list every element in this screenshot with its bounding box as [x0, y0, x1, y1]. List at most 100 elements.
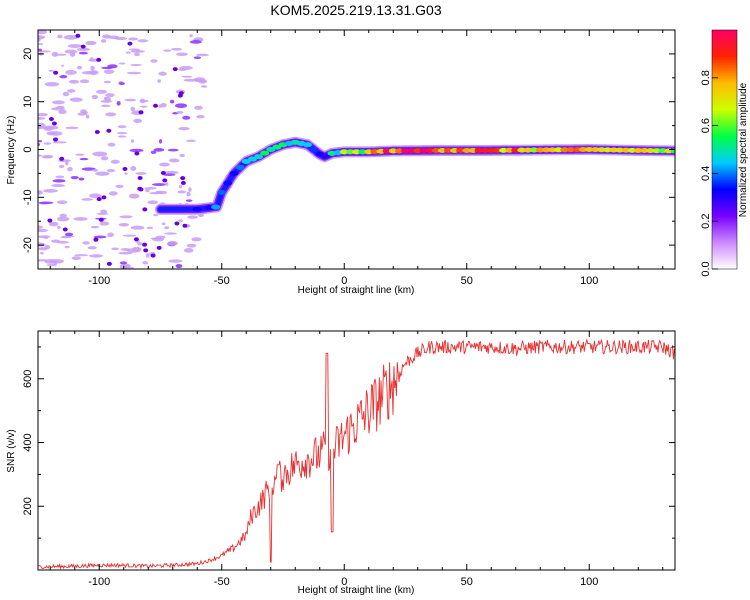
spectrogram-y-tick-label: -20 — [22, 237, 34, 253]
colorbar-bar — [711, 29, 738, 270]
spectrogram-noise-blob — [186, 243, 197, 248]
spectrogram-noise-blob — [55, 175, 65, 179]
spectrogram-noise-blob — [43, 142, 52, 145]
colorbar-tick-label: 0.0 — [700, 261, 712, 276]
spectrogram-ridge-blob — [254, 154, 263, 160]
spectrogram-noise-blob — [38, 242, 46, 247]
spectrogram-noise-blob — [111, 247, 120, 251]
spectrogram-noise-blob — [177, 190, 187, 194]
spectrogram-noise-blob — [90, 65, 95, 71]
spectrogram-noise-blob — [174, 103, 188, 109]
spectrogram-noise-blob — [48, 69, 54, 72]
spectrogram-noise-blob — [153, 147, 165, 152]
spectrogram-noise-blob — [79, 157, 89, 161]
spectrogram-noise-blob — [38, 48, 43, 52]
spectrogram-noise-blob — [38, 43, 44, 46]
spectrogram-x-tick-label: 100 — [580, 275, 598, 287]
colorbar-tick-label: 0.8 — [700, 70, 712, 85]
spectrogram-noise-core — [94, 130, 100, 135]
spectrogram-noise-blob — [43, 125, 59, 130]
spectrogram-noise-blob — [178, 219, 183, 223]
spectrogram-noise-blob — [145, 253, 150, 258]
spectrogram-noise-blob — [164, 170, 179, 175]
spectrogram-noise-blob — [60, 64, 65, 67]
spectrogram-noise-blob — [105, 93, 115, 98]
spectrogram-noise-blob — [109, 191, 118, 196]
spectrogram-noise-blob — [200, 85, 208, 88]
colorbar-tick-label: 0.4 — [700, 166, 712, 181]
spectrogram-x-tick-label: -100 — [88, 275, 110, 287]
spectrogram-noise-blob — [147, 200, 159, 205]
spectrogram-noise-blob — [101, 66, 113, 70]
spectrogram-noise-blob — [164, 232, 178, 235]
spectrogram-noise-blob — [48, 221, 59, 227]
colorbar-tick-label: 0.6 — [700, 118, 712, 133]
spectrogram-x-axis-title: Height of straight line (km) — [298, 285, 415, 296]
spectrogram-noise-blob — [103, 69, 115, 74]
spectrogram-noise-blob — [155, 190, 163, 194]
spectrogram-noise-blob — [67, 166, 73, 172]
spectrogram-noise-blob — [51, 107, 66, 111]
spectrogram-noise-core — [75, 33, 81, 38]
spectrogram-noise-core — [51, 121, 57, 126]
spectrogram-noise-blob — [137, 39, 149, 43]
spectrogram-noise-blob — [78, 177, 85, 181]
spectrogram-noise-blob — [87, 246, 97, 250]
spectrogram-noise-core — [143, 248, 149, 253]
spectrogram-noise-core — [93, 237, 99, 242]
spectrogram-noise-blob — [114, 36, 128, 41]
spectrogram-noise-blob — [42, 156, 53, 159]
spectrogram-noise-blob — [145, 188, 150, 193]
spectrogram-noise-blob — [71, 256, 82, 261]
spectrogram-noise-core — [127, 41, 133, 46]
spectrogram-noise-blob — [46, 131, 57, 136]
spectrogram-noise-blob — [38, 228, 48, 233]
spectrogram-x-tick-label: 50 — [461, 275, 473, 287]
spectrogram-noise-blob — [93, 235, 107, 239]
spectrogram-noise-blob — [142, 261, 149, 265]
spectrogram-noise-blob — [82, 241, 90, 245]
snr-series-line — [38, 338, 675, 570]
spectrogram-noise-blob — [179, 184, 183, 189]
spectrogram-noise-blob — [100, 104, 111, 108]
spectrogram-noise-blob — [153, 213, 159, 217]
spectrogram-noise-core — [178, 91, 184, 96]
spectrogram-noise-blob — [157, 79, 161, 83]
spectrogram-noise-blob — [38, 30, 48, 35]
spectrogram-noise-blob — [105, 112, 117, 117]
spectrogram-noise-blob — [116, 132, 128, 135]
spectrogram-ridge-blob — [217, 190, 227, 196]
spectrogram-noise-blob — [130, 63, 142, 67]
spectrogram-noise-blob — [54, 53, 67, 56]
spectrogram-noise-blob — [187, 215, 198, 219]
spectrogram-ridge — [155, 136, 675, 215]
spectrogram-ridge-blob — [260, 150, 270, 156]
spectrogram-noise-blob — [79, 79, 90, 84]
spectrogram-noise-blob — [130, 225, 145, 230]
spectrogram-noise-blob — [119, 215, 133, 219]
spectrogram-noise-blob — [89, 193, 102, 199]
spectrogram-noise-blob — [146, 226, 154, 230]
spectrogram-noise-blob — [62, 91, 70, 97]
spectrogram-noise-blob — [189, 34, 193, 38]
spectrogram-ridge-blob — [235, 164, 245, 170]
spectrogram-noise-blob — [58, 164, 65, 168]
colorbar-label: Normalized spectral amplitude — [738, 82, 749, 217]
spectrogram-noise-blob — [163, 173, 176, 177]
spectrogram-noise-blob — [110, 159, 120, 164]
colorbar: 0.0 0.2 0.4 0.6 0.8 Normalized spectral ampl… — [700, 29, 749, 277]
spectrogram-noise-blob — [139, 105, 148, 108]
spectrogram-noise-blob — [44, 259, 57, 264]
snr-frame — [37, 330, 676, 571]
spectrogram-noise-blob — [59, 213, 67, 218]
snr-ticks: -100 -50 0 50 100 200 400 600 — [22, 331, 675, 588]
spectrogram-noise-blob — [38, 142, 41, 147]
spectrogram-noise-blob — [68, 79, 80, 84]
spectrogram-noise-core — [142, 242, 148, 247]
spectrogram-noise-blob — [125, 51, 132, 54]
spectrogram-noise-blob — [167, 148, 179, 152]
spectrogram-noise-blob — [56, 216, 70, 222]
spectrogram-noise-blob — [191, 237, 202, 242]
